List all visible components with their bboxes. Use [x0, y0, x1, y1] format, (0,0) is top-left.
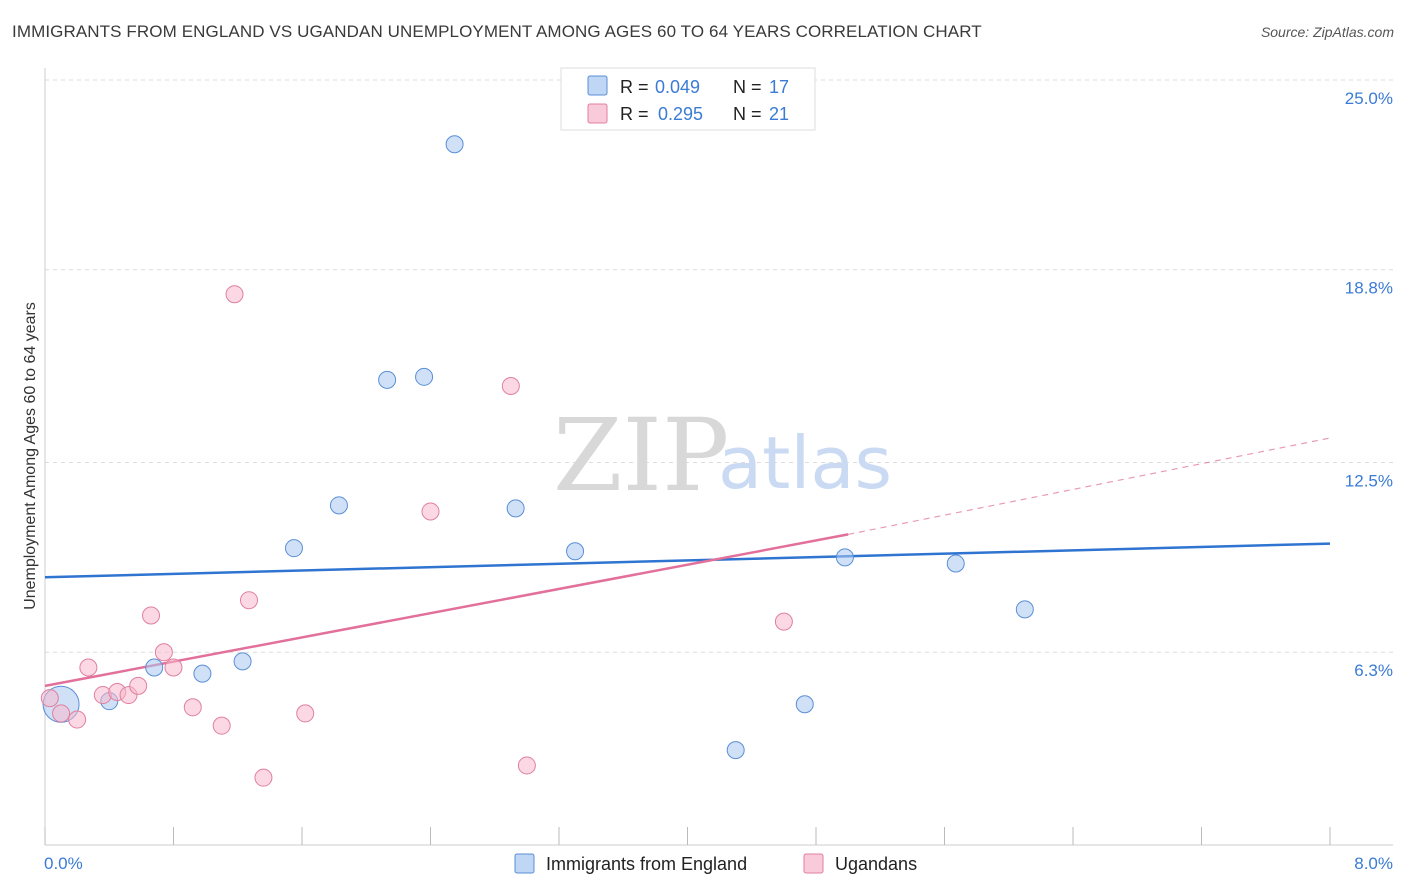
legend-swatch-england	[587, 75, 608, 96]
point-ugandans	[154, 643, 173, 662]
point-ugandans	[164, 658, 183, 677]
chart-title: IMMIGRANTS FROM ENGLAND VS UGANDAN UNEMP…	[12, 22, 982, 41]
point-ugandans	[225, 285, 244, 304]
x-tick-label: 0.0%	[44, 854, 83, 873]
point-ugandans	[296, 704, 315, 723]
point-ugandans	[421, 502, 440, 521]
point-england	[145, 658, 164, 677]
legend-swatch-ugandans	[587, 103, 608, 124]
point-england	[726, 741, 745, 760]
legend-r-value: 0.295	[658, 104, 703, 124]
point-england	[284, 539, 303, 558]
point-england	[835, 548, 854, 567]
x-tick-label: 8.0%	[1354, 854, 1393, 873]
y-tick-labels: 6.3% 12.5% 18.8% 25.0%	[1345, 89, 1393, 680]
legend-r-label: R =	[620, 104, 649, 124]
point-ugandans	[517, 756, 536, 775]
watermark-zip: ZIP	[553, 397, 729, 514]
point-england	[566, 542, 585, 561]
legend-n-value: 17	[769, 77, 789, 97]
data-points	[40, 135, 1034, 787]
bottom-legend-swatch-england	[514, 853, 535, 874]
point-england	[378, 370, 397, 389]
legend-n-value: 21	[769, 104, 789, 124]
y-tick-label: 25.0%	[1345, 89, 1393, 108]
source-label: Source: ZipAtlas.com	[1260, 24, 1394, 40]
legend-r-label: R =	[620, 77, 649, 97]
point-ugandans	[774, 612, 793, 631]
gridlines	[45, 79, 1393, 653]
watermark: ZIP atlas	[553, 397, 892, 514]
legend-n-label: N =	[733, 77, 762, 97]
legend-r-value: 0.049	[655, 77, 700, 97]
point-ugandans	[501, 377, 520, 395]
legend-n-label: N =	[733, 104, 762, 124]
trend-line	[44, 533, 849, 688]
point-ugandans	[142, 606, 161, 625]
x-tick-labels: 0.0% 8.0%	[44, 854, 1393, 873]
legend-row-england: R = 0.049 N = 17	[587, 75, 789, 97]
legend-row-ugandans: R = 0.295 N = 21	[587, 103, 789, 124]
point-england	[946, 554, 965, 573]
y-axis-label: Unemployment Among Ages 60 to 64 years	[22, 302, 39, 610]
point-ugandans	[52, 704, 71, 723]
point-england	[1015, 600, 1034, 619]
bottom-legend-label-england: Immigrants from England	[546, 854, 747, 874]
point-england	[795, 695, 814, 714]
point-ugandans	[79, 658, 98, 677]
trend-line-extension	[848, 437, 1331, 535]
point-england	[415, 367, 434, 386]
point-england	[193, 664, 212, 683]
point-ugandans	[239, 591, 258, 610]
point-ugandans	[129, 676, 148, 695]
point-ugandans	[254, 768, 273, 787]
point-england	[233, 652, 252, 671]
bottom-legend: Immigrants from England Ugandans	[514, 853, 917, 874]
point-ugandans	[40, 689, 59, 708]
point-ugandans	[183, 698, 202, 717]
point-ugandans	[212, 716, 231, 735]
trend-line	[44, 542, 1331, 579]
watermark-atlas: atlas	[718, 421, 892, 505]
y-tick-label: 6.3%	[1354, 661, 1393, 680]
point-ugandans	[68, 710, 87, 729]
point-england	[329, 496, 348, 515]
legend-box: R = 0.049 N = 17 R = 0.295 N = 21	[560, 67, 816, 131]
point-england	[506, 499, 525, 518]
bottom-legend-label-ugandans: Ugandans	[835, 854, 917, 874]
axes	[44, 68, 1393, 846]
bottom-legend-swatch-ugandans	[803, 853, 824, 874]
point-england	[445, 135, 464, 154]
y-tick-label: 12.5%	[1345, 472, 1393, 491]
y-tick-label: 18.8%	[1345, 279, 1393, 298]
